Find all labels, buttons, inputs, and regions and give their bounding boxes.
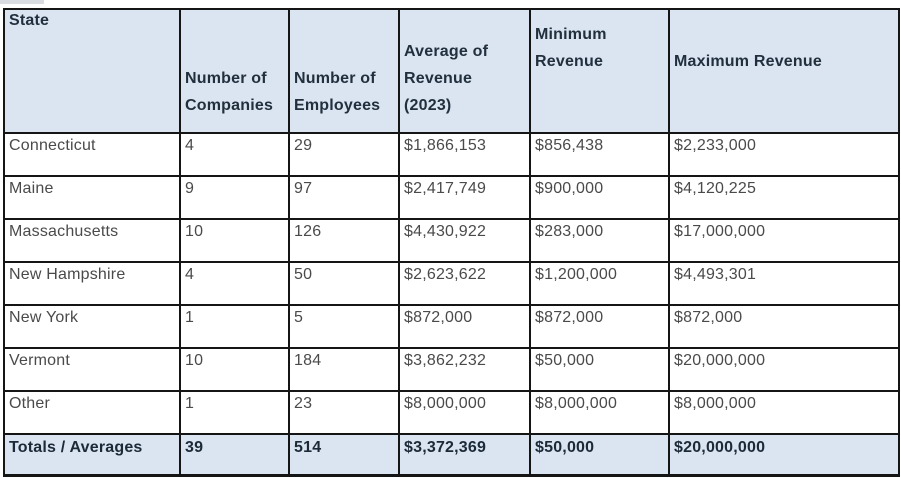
cell-employees: 29 [288, 132, 400, 177]
cell-min-revenue: $50,000 [529, 347, 670, 392]
cell-employees: 5 [288, 304, 400, 349]
cell-companies: 4 [179, 261, 290, 306]
table-header-row: State Number of Companies Number of Empl… [3, 8, 900, 134]
cell-state: Vermont [3, 347, 181, 392]
cell-totals-max-revenue: $20,000,000 [668, 433, 900, 476]
cell-max-revenue: $8,000,000 [668, 390, 900, 435]
cell-state: Massachusetts [3, 218, 181, 263]
cell-avg-revenue: $2,623,622 [398, 261, 531, 306]
cell-totals-min-revenue: $50,000 [529, 433, 670, 476]
header-cell-average-revenue: Average of Revenue (2023) [398, 8, 531, 134]
cell-max-revenue: $20,000,000 [668, 347, 900, 392]
cell-companies: 9 [179, 175, 290, 220]
cell-avg-revenue: $8,000,000 [398, 390, 531, 435]
cell-employees: 50 [288, 261, 400, 306]
table-row-connecticut: Connecticut 4 29 $1,866,153 $856,438 $2,… [3, 132, 900, 177]
header-cell-number-of-employees: Number of Employees [288, 8, 400, 134]
cell-min-revenue: $1,200,000 [529, 261, 670, 306]
cell-min-revenue: $8,000,000 [529, 390, 670, 435]
cell-avg-revenue: $4,430,922 [398, 218, 531, 263]
cell-avg-revenue: $2,417,749 [398, 175, 531, 220]
cell-employees: 126 [288, 218, 400, 263]
table-row-new-hampshire: New Hampshire 4 50 $2,623,622 $1,200,000… [3, 261, 900, 306]
cell-employees: 97 [288, 175, 400, 220]
cell-min-revenue: $900,000 [529, 175, 670, 220]
header-cell-minimum-revenue: Minimum Revenue [529, 8, 670, 134]
table-row-new-york: New York 1 5 $872,000 $872,000 $872,000 [3, 304, 900, 349]
table-row-vermont: Vermont 10 184 $3,862,232 $50,000 $20,00… [3, 347, 900, 392]
header-cell-number-of-companies: Number of Companies [179, 8, 290, 134]
cell-min-revenue: $856,438 [529, 132, 670, 177]
cell-max-revenue: $4,120,225 [668, 175, 900, 220]
cell-totals-employees: 514 [288, 433, 400, 476]
cell-employees: 184 [288, 347, 400, 392]
cell-state: New Hampshire [3, 261, 181, 306]
table-row-totals-averages: Totals / Averages 39 514 $3,372,369 $50,… [3, 433, 900, 476]
cell-totals-label: Totals / Averages [3, 433, 181, 476]
cell-companies: 10 [179, 218, 290, 263]
state-revenue-table: State Number of Companies Number of Empl… [3, 8, 900, 477]
cell-max-revenue: $872,000 [668, 304, 900, 349]
cell-min-revenue: $283,000 [529, 218, 670, 263]
cell-avg-revenue: $1,866,153 [398, 132, 531, 177]
cell-companies: 10 [179, 347, 290, 392]
table-row-maine: Maine 9 97 $2,417,749 $900,000 $4,120,22… [3, 175, 900, 220]
cell-state: Other [3, 390, 181, 435]
header-cell-state: State [3, 8, 181, 134]
cell-totals-avg-revenue: $3,372,369 [398, 433, 531, 476]
screenshot-artifact [0, 0, 44, 4]
cell-avg-revenue: $3,862,232 [398, 347, 531, 392]
cell-companies: 1 [179, 304, 290, 349]
cell-companies: 1 [179, 390, 290, 435]
cell-state: Maine [3, 175, 181, 220]
cell-employees: 23 [288, 390, 400, 435]
cell-min-revenue: $872,000 [529, 304, 670, 349]
cell-max-revenue: $17,000,000 [668, 218, 900, 263]
cell-state: Connecticut [3, 132, 181, 177]
header-cell-maximum-revenue: Maximum Revenue [668, 8, 900, 134]
table-row-other: Other 1 23 $8,000,000 $8,000,000 $8,000,… [3, 390, 900, 435]
cell-state: New York [3, 304, 181, 349]
table-row-massachusetts: Massachusetts 10 126 $4,430,922 $283,000… [3, 218, 900, 263]
cell-totals-companies: 39 [179, 433, 290, 476]
cell-max-revenue: $2,233,000 [668, 132, 900, 177]
cell-companies: 4 [179, 132, 290, 177]
cell-max-revenue: $4,493,301 [668, 261, 900, 306]
cell-avg-revenue: $872,000 [398, 304, 531, 349]
